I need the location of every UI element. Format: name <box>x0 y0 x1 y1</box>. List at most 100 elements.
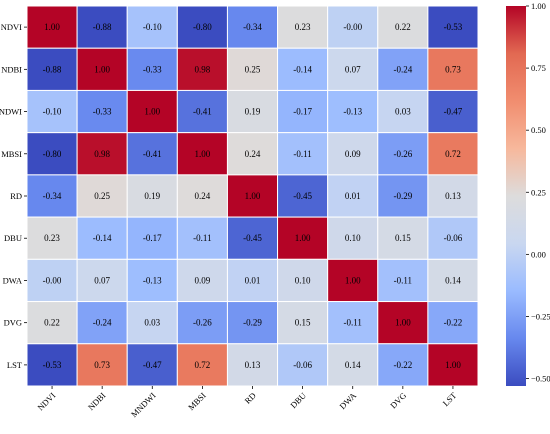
x-tick-label: DVG <box>388 390 408 410</box>
cell-value-label: 0.07 <box>94 275 110 285</box>
cell-value-label: -0.10 <box>43 107 62 117</box>
cell-value-label: 0.09 <box>345 149 361 159</box>
cell-value-label: -0.17 <box>293 107 312 117</box>
cell-value-label: 0.98 <box>94 149 110 159</box>
cell-value-label: 0.01 <box>245 275 261 285</box>
heatmap-cell <box>226 89 279 134</box>
x-tick-label: DBU <box>288 390 308 410</box>
cell-value-label: -0.45 <box>293 191 312 201</box>
cell-value-label: -0.11 <box>394 275 412 285</box>
cell-value-label: -0.11 <box>193 233 211 243</box>
colorbar-tick-label: 0.25 <box>531 187 546 197</box>
cell-value-label: 1.00 <box>345 275 361 285</box>
heatmap-cell <box>76 216 128 260</box>
cell-value-label: 0.13 <box>445 191 461 201</box>
cell-value-label: -0.53 <box>43 360 62 370</box>
heatmap-cell <box>427 47 479 91</box>
heatmap-cell <box>176 132 228 176</box>
cell-value-label: 0.09 <box>195 275 211 285</box>
heatmap-cell <box>277 343 329 387</box>
cell-value-label: -0.24 <box>393 64 412 74</box>
cell-value-label: 1.00 <box>94 64 110 74</box>
cell-value-label: -0.00 <box>43 275 62 285</box>
colorbar-tick-label: 0.00 <box>531 249 546 259</box>
heatmap-cell <box>26 132 78 176</box>
heatmap-cell <box>76 343 128 387</box>
colorbar-tick-label: 0.50 <box>531 125 546 135</box>
cell-value-label: 0.07 <box>345 64 361 74</box>
cell-value-label: -0.10 <box>143 22 162 32</box>
cell-value-label: -0.06 <box>444 233 463 243</box>
x-tick-label: MNDWI <box>129 390 158 419</box>
cell-value-label: 0.72 <box>195 360 211 370</box>
cell-value-label: -0.53 <box>444 22 463 32</box>
cell-value-label: -0.26 <box>393 149 412 159</box>
heatmap-cell <box>377 47 429 91</box>
heatmap-cell <box>226 47 279 91</box>
cell-value-label: -0.29 <box>243 318 262 328</box>
heatmap-cell <box>277 174 329 218</box>
colorbar-tick-label: −0.25 <box>531 311 550 321</box>
heatmap-cell <box>176 343 228 387</box>
cell-value-label: 1.00 <box>144 107 160 117</box>
heatmap-cell <box>26 216 78 260</box>
cell-value-label: 0.14 <box>445 275 461 285</box>
y-tick-label: LST <box>7 360 23 370</box>
cell-value-label: 0.03 <box>144 318 160 328</box>
cell-value-label: 0.14 <box>345 360 361 370</box>
cell-value-label: -0.11 <box>293 149 311 159</box>
cell-value-label: 1.00 <box>44 22 60 32</box>
y-tick-label: DBU <box>4 233 22 243</box>
cell-value-label: 0.98 <box>195 64 211 74</box>
cell-value-label: 0.24 <box>195 191 211 201</box>
heatmap-cell <box>126 47 178 91</box>
cell-value-label: -0.14 <box>293 64 312 74</box>
cell-value-label: 0.01 <box>345 191 361 201</box>
cell-value-label: -0.45 <box>243 233 262 243</box>
heatmap-cell <box>327 258 379 303</box>
x-tick-label: DWA <box>337 390 358 411</box>
heatmap-cells: 1.00 -0.88 -0.10 -0.80 -0.34 0.23 -0.00 0.22 -0.… <box>26 5 479 387</box>
cell-value-label: 0.23 <box>295 22 311 32</box>
heatmap-cell <box>377 5 429 49</box>
cell-value-label: -0.47 <box>444 107 463 117</box>
cell-value-label: -0.34 <box>243 22 262 32</box>
heatmap-cell <box>76 5 128 49</box>
heatmap-cell <box>427 301 479 345</box>
cell-value-label: -0.22 <box>393 360 412 370</box>
heatmap-cell <box>26 343 78 387</box>
x-tick-label: MBSI <box>186 390 208 412</box>
heatmap-cell <box>327 343 379 387</box>
heatmap-cell <box>427 343 479 387</box>
x-axis-ticks: NDVI NDBI MNDWI MBSI RD DBU DWA DVG LST <box>35 386 459 419</box>
cell-value-label: 0.73 <box>94 360 110 370</box>
heatmap-cell <box>26 5 78 49</box>
heatmap-cell <box>226 343 279 387</box>
heatmap-cell <box>126 174 178 218</box>
heatmap-cell <box>226 216 279 260</box>
heatmap-cell <box>427 174 479 218</box>
colorbar-tick-label: 0.75 <box>531 63 546 73</box>
cell-value-label: -0.26 <box>193 318 212 328</box>
heatmap-cell <box>176 174 228 218</box>
cell-value-label: -0.22 <box>444 318 463 328</box>
cell-value-label: 0.22 <box>44 318 60 328</box>
cell-value-label: 1.00 <box>295 233 311 243</box>
heatmap-cell <box>327 47 379 91</box>
heatmap-cell <box>327 174 379 218</box>
x-tick-label: NDBI <box>86 390 108 412</box>
heatmap-cell <box>76 132 128 176</box>
cell-value-label: -0.47 <box>143 360 162 370</box>
heatmap-cell <box>126 343 178 387</box>
cell-value-label: 0.19 <box>245 107 261 117</box>
x-tick-label: RD <box>242 390 257 405</box>
cell-value-label: -0.41 <box>193 107 212 117</box>
heatmap-cell <box>176 216 228 260</box>
heatmap-cell <box>427 216 479 260</box>
heatmap-cell <box>277 216 329 260</box>
cell-value-label: 1.00 <box>395 318 411 328</box>
cell-value-label: -0.41 <box>143 149 162 159</box>
cell-value-label: -0.13 <box>143 275 162 285</box>
cell-value-label: -0.33 <box>93 107 112 117</box>
